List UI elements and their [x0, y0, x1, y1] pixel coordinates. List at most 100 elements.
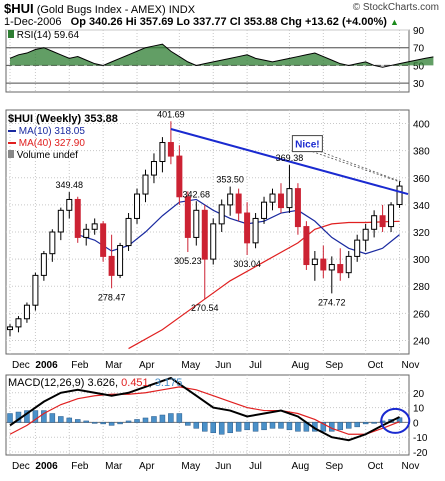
candle-body	[167, 142, 174, 157]
candle-body	[388, 204, 395, 228]
candle-body	[57, 209, 64, 233]
macd-histogram-bar	[66, 417, 73, 423]
chart-title-row: $HUI (Gold Bugs Index - AMEX) INDX	[4, 1, 195, 16]
candle-body	[371, 215, 378, 230]
highlight-circle-icon	[380, 407, 411, 434]
open-label: Op	[70, 16, 86, 28]
price-annotation: 303.04	[233, 259, 261, 269]
macd-histogram-bar	[134, 419, 140, 423]
candle-body	[235, 193, 242, 214]
candle-body	[193, 209, 200, 238]
price-tick-label: 380	[413, 147, 430, 158]
rsi-tick-label: 50	[413, 61, 425, 72]
candle-body	[108, 255, 115, 276]
index-name: (Gold Bugs Index - AMEX)	[36, 4, 166, 16]
macd-histogram-bar	[159, 414, 166, 423]
change-value: +13.62 (+4.00%)	[304, 16, 387, 28]
macd-tick-label: 0	[413, 418, 419, 429]
macd-histogram-bar	[202, 422, 208, 432]
macd-signal-line	[9, 386, 400, 435]
price-tick-label: 340	[413, 201, 430, 212]
candle-body	[311, 258, 318, 266]
candle-body	[117, 245, 124, 276]
candle-body	[244, 212, 251, 244]
candle-body	[252, 217, 259, 244]
up-triangle-icon: ▲	[389, 17, 399, 27]
macd-histogram-bar	[108, 422, 115, 426]
candle-body	[354, 239, 361, 257]
macd-histogram-bar	[151, 416, 157, 423]
candle-body	[142, 174, 149, 195]
candle-body	[379, 215, 386, 228]
macd-line	[9, 376, 400, 442]
x-axis-label: May	[181, 461, 200, 472]
rsi-tick-label: 90	[413, 26, 425, 37]
x-axis-label: May	[181, 360, 200, 371]
candle-body	[125, 217, 132, 247]
candle-body	[269, 193, 276, 203]
watermark: © StockCharts.com	[352, 2, 439, 13]
macd-tick-label: -20	[413, 448, 428, 459]
ma40-legend: MA(40) 327.90	[18, 138, 85, 149]
price-annotation: 305.23	[174, 256, 202, 266]
price-annotation: 270.54	[191, 303, 219, 313]
price-legend: $HUI (Weekly) 353.88 MA(10) 318.05 MA(40…	[8, 113, 118, 162]
rsi-legend: RSI(14) 59.64	[8, 30, 79, 42]
ma10-legend: MA(10) 318.05	[18, 126, 85, 137]
candle-body	[337, 264, 344, 274]
volume-swatch	[8, 150, 14, 158]
macd-histogram-bar	[210, 422, 216, 434]
resistance-trendline	[170, 128, 409, 196]
x-axis-label: Jul	[249, 461, 262, 472]
macd-histogram-bar	[91, 422, 98, 424]
candle-body	[15, 318, 22, 328]
candle-body	[49, 231, 56, 255]
x-axis-label: Jul	[249, 360, 262, 371]
quote-row: 1-Dec-2006 Op 340.26 Hi 357.69 Lo 337.77…	[4, 16, 399, 28]
macd-legend-name: MACD(12,26,9)	[8, 377, 85, 389]
ma40-swatch	[8, 142, 16, 145]
candle-body	[150, 161, 157, 176]
candle-body	[396, 185, 403, 206]
candle-body	[210, 223, 217, 260]
macd-histogram-bar	[125, 420, 132, 423]
x-axis-label: Dec	[12, 360, 30, 371]
candle-body	[83, 228, 90, 238]
macd-tick-label: 10	[413, 404, 425, 415]
candle-body	[261, 201, 268, 219]
macd-histogram-bar	[320, 422, 327, 432]
macd-histogram-bar	[32, 410, 39, 423]
price-annotation: 274.72	[318, 297, 346, 307]
price-annotation: 401.69	[157, 109, 185, 119]
x-axis-label: Nov	[402, 461, 420, 472]
callout-box	[291, 135, 323, 153]
macd-histogram-bar	[261, 422, 267, 431]
macd-histogram-bar	[278, 422, 284, 429]
price-tick-label: 400	[413, 120, 430, 131]
candle-body	[40, 253, 47, 276]
price-annotation: 349.48	[56, 180, 84, 190]
candle-body	[277, 193, 284, 209]
macd-histogram-bar	[362, 422, 369, 425]
candle-body	[362, 228, 369, 241]
callout-pointer	[312, 151, 400, 183]
x-axis-label: 2006	[35, 461, 58, 472]
callout-text: Nice!	[295, 140, 319, 151]
hist-legend-value: 3.175	[154, 377, 183, 389]
macd-histogram-bar	[286, 422, 293, 431]
candle-body	[328, 264, 335, 271]
x-axis-label: Feb	[71, 360, 89, 371]
candle-body	[23, 304, 30, 320]
candle-body	[159, 142, 166, 163]
macd-histogram-bar	[269, 422, 276, 429]
macd-histogram-bar	[252, 422, 259, 432]
x-axis-label: Dec	[12, 461, 30, 472]
quote-date: 1-Dec-2006	[4, 16, 62, 28]
price-tick-label: 280	[413, 282, 430, 293]
macd-histogram-bar	[49, 413, 56, 423]
price-tick-label: 240	[413, 336, 430, 347]
macd-histogram-bar	[176, 413, 183, 423]
macd-histogram-bar	[117, 422, 123, 425]
macd-histogram-bar	[185, 422, 191, 426]
macd-histogram-bar	[227, 422, 233, 434]
